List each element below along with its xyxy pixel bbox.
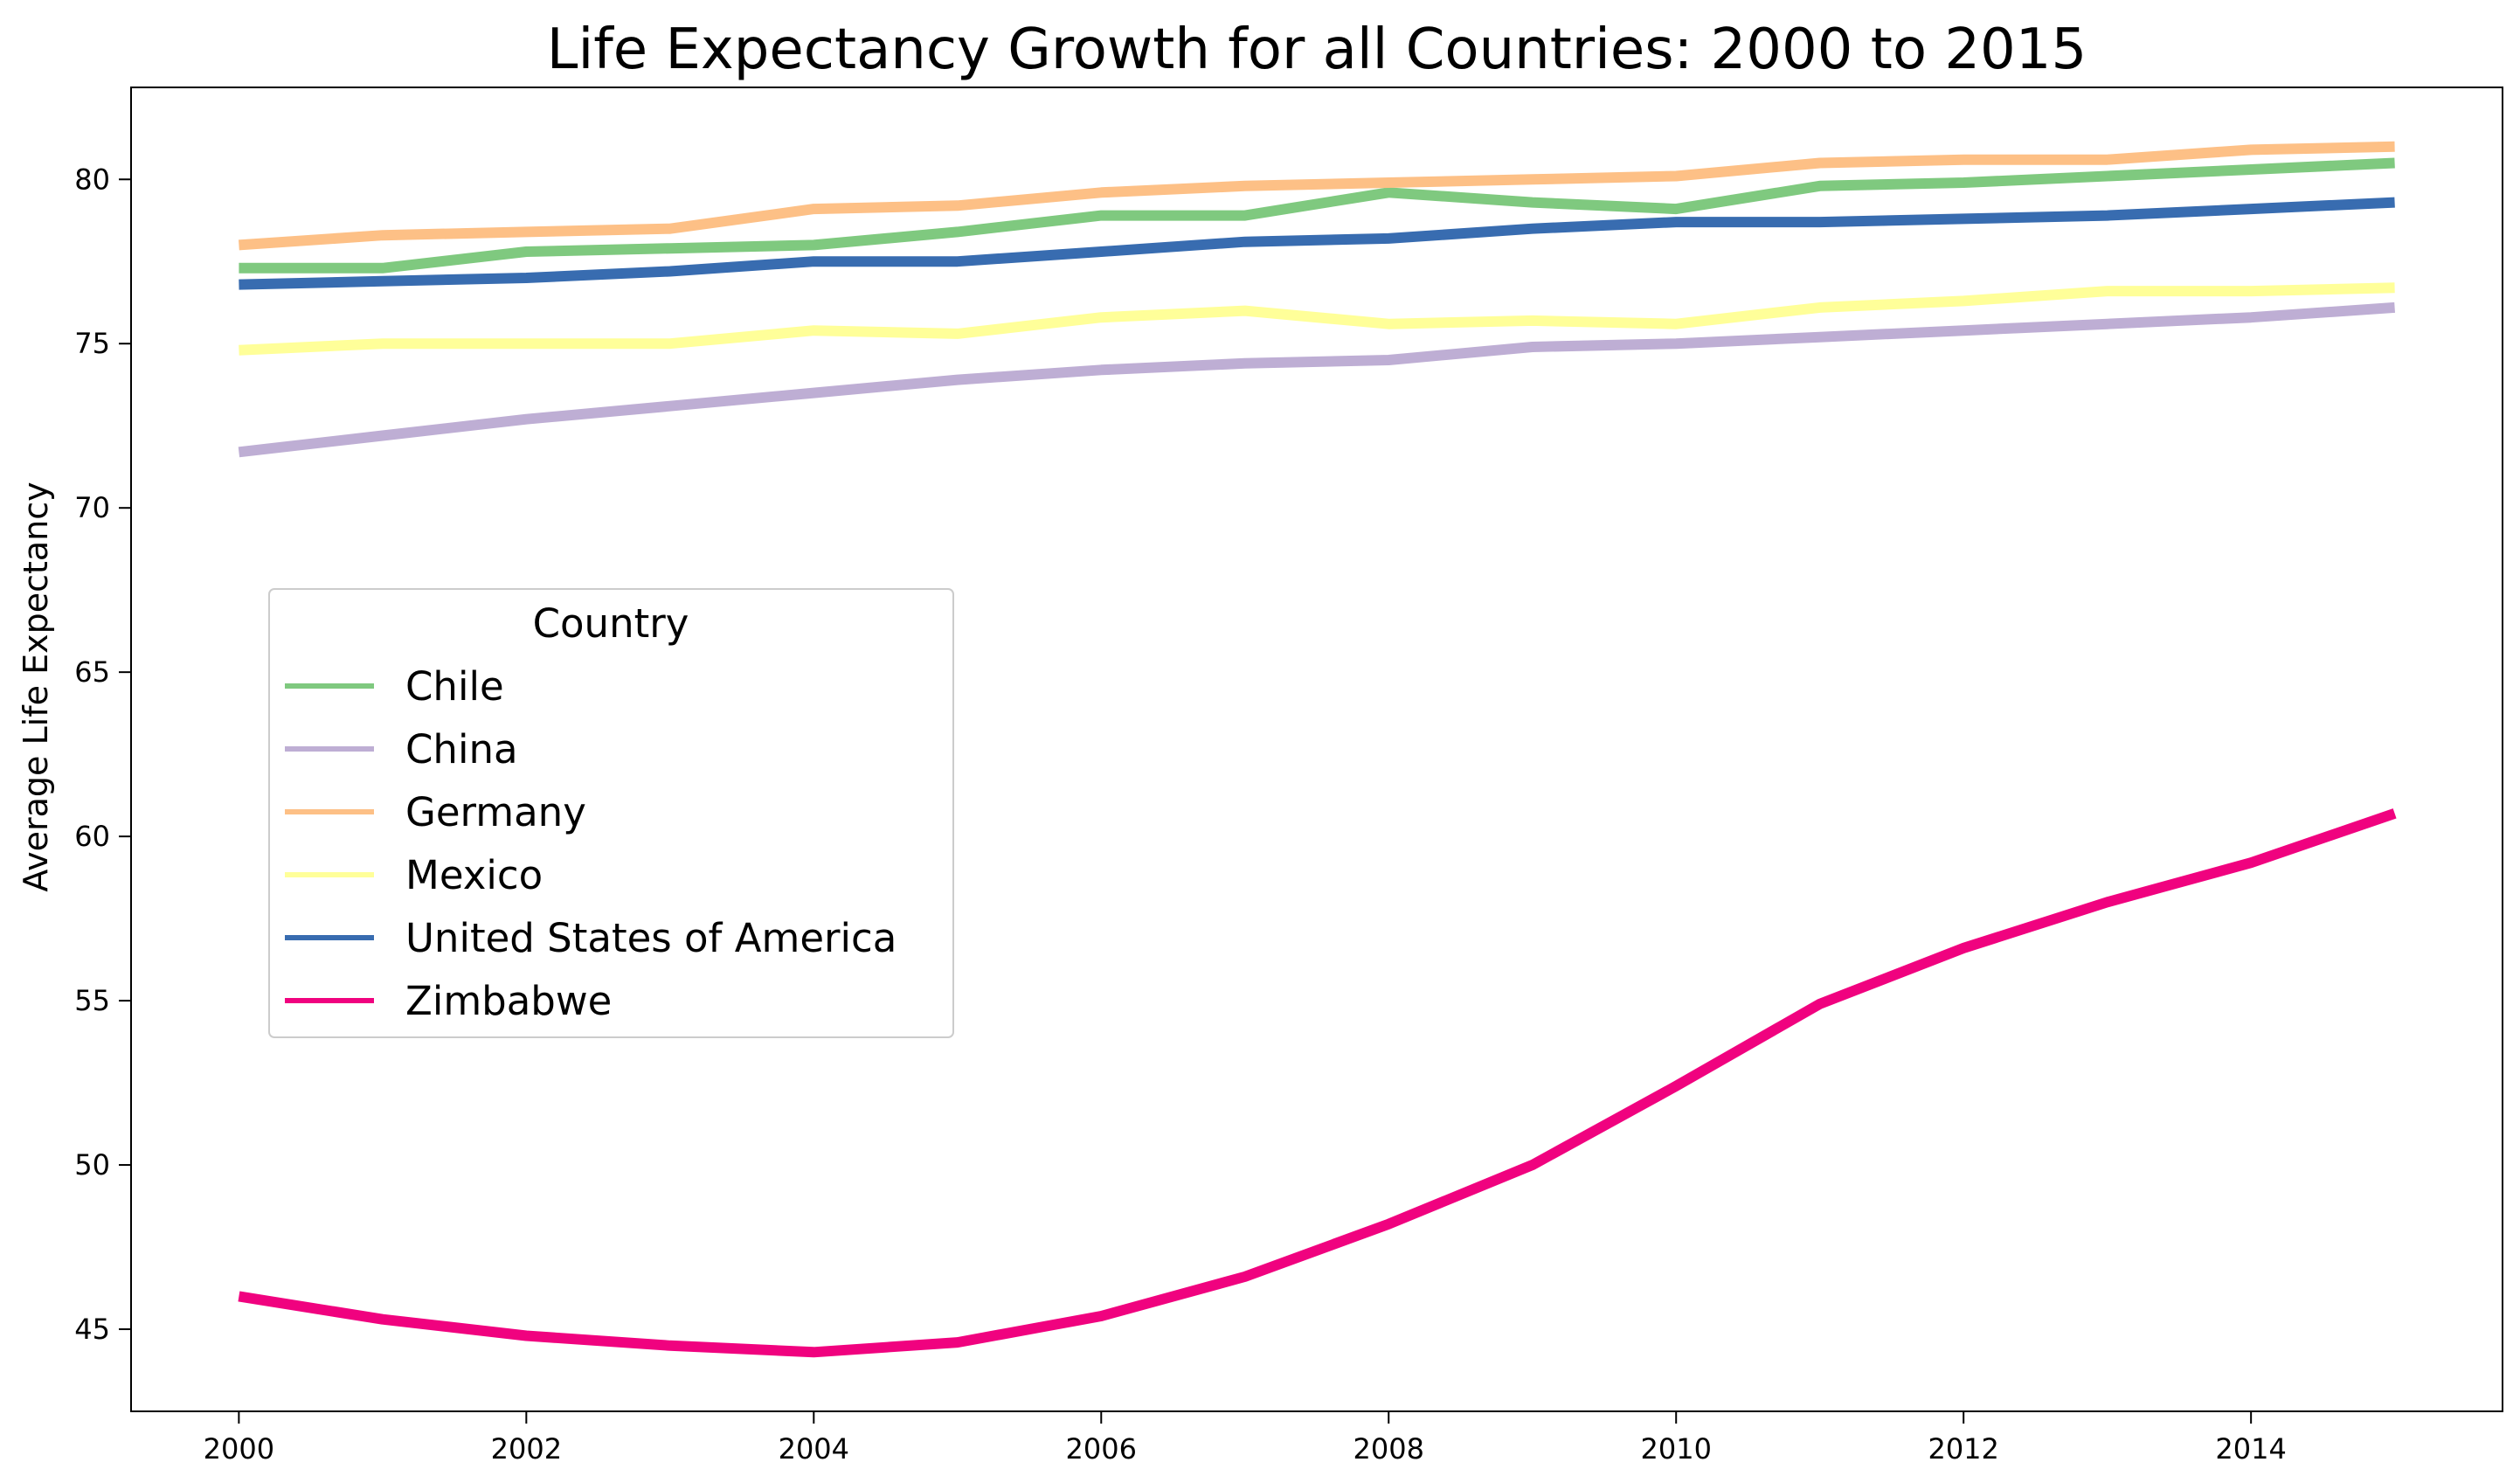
legend-label: Mexico xyxy=(405,852,543,898)
series-layer xyxy=(238,141,2397,1358)
series-line-chile xyxy=(239,157,2395,274)
y-tick-label: 65 xyxy=(74,655,110,689)
series-line-china xyxy=(238,301,2396,458)
legend-label: United States of America xyxy=(405,915,897,961)
y-tick-label: 75 xyxy=(74,327,110,360)
legend-label: Zimbabwe xyxy=(405,978,612,1024)
legend-frame xyxy=(268,588,954,1038)
y-tick-label: 50 xyxy=(74,1148,110,1182)
plot-frame xyxy=(130,87,2503,1412)
series-line-united-states-of-america xyxy=(239,197,2395,290)
x-tick-label: 2006 xyxy=(1066,1432,1137,1466)
y-tick-label: 55 xyxy=(74,984,110,1017)
x-tick-label: 2012 xyxy=(1928,1432,1998,1466)
y-tick-label: 45 xyxy=(74,1313,110,1346)
series-line-mexico xyxy=(239,282,2395,356)
legend-label: Chile xyxy=(405,663,504,710)
y-tick-label: 80 xyxy=(74,163,110,196)
y-tick-label: 60 xyxy=(74,820,110,853)
y-tick-label: 70 xyxy=(74,491,110,524)
x-tick-label: 2004 xyxy=(779,1432,849,1466)
legend-label: China xyxy=(405,726,518,773)
x-tick-label: 2002 xyxy=(491,1432,562,1466)
series-line-germany xyxy=(238,141,2395,251)
y-axis-label: Average Life Expectancy xyxy=(17,482,55,891)
legend: Country Chile China Germany Mexico United St… xyxy=(268,588,954,1038)
x-tick-label: 2008 xyxy=(1353,1432,1424,1466)
x-tick-label: 2014 xyxy=(2215,1432,2286,1466)
legend-label: Germany xyxy=(405,789,586,835)
x-tick-label: 2010 xyxy=(1640,1432,1711,1466)
chart-title: Life Expectancy Growth for all Countries… xyxy=(547,17,2087,82)
series-line-zimbabwe xyxy=(238,808,2397,1358)
x-tick-label: 2000 xyxy=(204,1432,274,1466)
axes-layer: 2000 2002 2004 2006 2008 2010 2012 2014 45 50 55 60… xyxy=(74,87,2503,1466)
legend-title: Country xyxy=(533,600,689,647)
